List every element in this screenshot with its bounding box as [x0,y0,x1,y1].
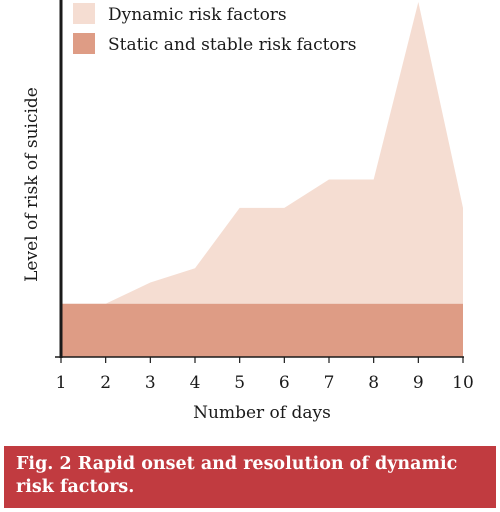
legend-item-dynamic: Dynamic risk factors [73,3,287,25]
x-tick-label: 3 [145,373,156,393]
x-tick-label: 8 [368,373,379,393]
x-tick-label: 6 [279,373,290,393]
figure-caption: Fig. 2 Rapid onset and resolution of dyn… [4,446,496,508]
legend-swatch [73,3,95,24]
dynamic-risk-area [61,2,463,304]
x-tick-label: 7 [324,373,335,393]
static-risk-area [61,303,463,357]
y-axis-label: Level of risk of suicide [22,87,42,282]
x-tick-label: 9 [413,373,424,393]
figure-caption-text: Fig. 2 Rapid onset and resolution of dyn… [16,454,458,497]
x-tick-label: 2 [100,373,111,393]
chart-areas [61,2,463,357]
x-tick-label: 1 [56,373,67,393]
chart-legend: Dynamic risk factors Static and stable ri… [73,3,357,55]
x-tick-label: 4 [190,373,201,393]
x-tick-label: 5 [234,373,245,393]
x-tick-label: 10 [452,373,474,393]
risk-chart: 1 2 3 4 5 6 7 8 9 10 Number of days Level of risk… [22,0,474,423]
chart-axes [55,0,464,358]
x-axis-label: Number of days [193,403,331,423]
legend-label: Dynamic risk factors [108,5,287,25]
x-axis-ticks: 1 2 3 4 5 6 7 8 9 10 [56,357,474,393]
legend-swatch [73,33,95,54]
legend-label: Static and stable risk factors [108,35,357,55]
legend-item-static: Static and stable risk factors [73,33,357,55]
